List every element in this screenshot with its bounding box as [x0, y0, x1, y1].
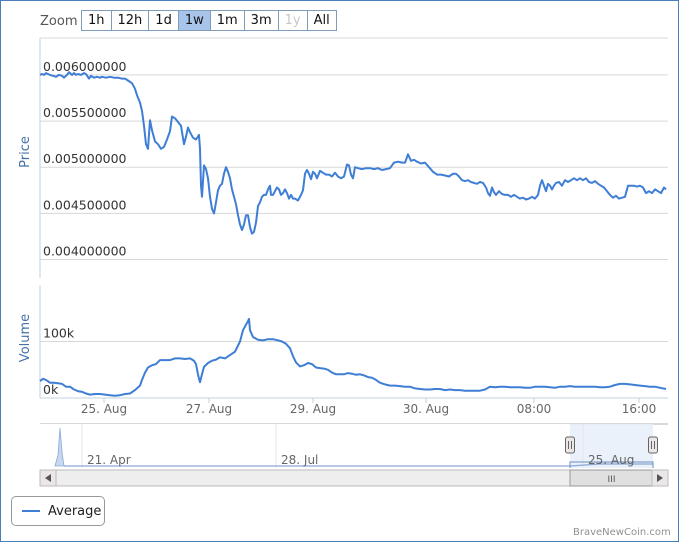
volume-tick-label-1: 100k: [43, 326, 75, 341]
navigator-unselected-area: [40, 424, 570, 468]
navigator-label-aug: 25. Aug: [588, 453, 634, 467]
zoom-all-button[interactable]: All: [306, 10, 337, 31]
zoom-12h-button[interactable]: 12h: [110, 10, 150, 31]
right-arrow-icon: [657, 474, 663, 482]
price-tick-label-3: 0.005500000: [43, 105, 127, 120]
legend-item-average[interactable]: Average: [11, 496, 105, 526]
volume-axis-labels: 0k 100k: [43, 326, 75, 398]
navigator-right-handle[interactable]: [648, 436, 658, 454]
zoom-1d-button[interactable]: 1d: [148, 10, 179, 31]
volume-series-line[interactable]: [39, 317, 667, 397]
zoom-1m-button[interactable]: 1m: [209, 10, 245, 31]
navigator-label-apr: 21. Apr: [87, 453, 131, 467]
zoom-button-group: 1h 12h 1d 1w 1m 3m 1y All: [81, 10, 337, 31]
price-axis-labels: 0.004000000 0.004500000 0.005000000 0.00550…: [43, 59, 127, 259]
zoom-1y-button: 1y: [277, 10, 308, 31]
zoom-1w-button[interactable]: 1w: [177, 10, 211, 31]
navigator-selected-area[interactable]: [570, 424, 653, 468]
x-axis-ticks: 25. Aug 27. Aug 29. Aug 30. Aug 08:00 16:00: [81, 398, 656, 416]
navigator-series-shape: [54, 427, 65, 467]
price-tick-label-0: 0.004000000: [43, 244, 127, 259]
volume-tick-label-0: 0k: [43, 382, 59, 397]
x-tick-label-5: 16:00: [622, 402, 657, 416]
legend-label: Average: [48, 503, 102, 519]
navigator-label-jul: 28. Jul: [281, 453, 318, 467]
price-axis-title: Price: [18, 136, 33, 168]
x-tick-label-0: 25. Aug: [81, 402, 127, 416]
x-tick-label-4: 08:00: [517, 402, 552, 416]
price-tick-label-1: 0.004500000: [43, 197, 127, 212]
navigator[interactable]: 21. Apr 28. Jul 25. Aug: [40, 423, 668, 468]
price-tick-label-4: 0.006000000: [43, 59, 127, 74]
price-gridlines: [40, 37, 668, 261]
x-tick-label-2: 29. Aug: [290, 402, 336, 416]
navigator-outline: [569, 461, 654, 468]
x-tick-label-1: 27. Aug: [186, 402, 232, 416]
volume-axis-title: Volume: [18, 314, 33, 362]
navigator-series-line: [64, 463, 653, 467]
zoom-3m-button[interactable]: 3m: [243, 10, 279, 31]
x-tick-label-3: 30. Aug: [403, 402, 449, 416]
legend-line-swatch: [22, 510, 40, 512]
scrollbar-thumb-grip: III: [608, 475, 616, 485]
scrollbar[interactable]: III: [39, 469, 669, 487]
price-series-line[interactable]: [39, 71, 667, 235]
left-arrow-icon: [45, 474, 51, 482]
price-tick-label-2: 0.005000000: [43, 151, 127, 166]
navigator-left-handle[interactable]: [565, 436, 575, 454]
zoom-label: Zoom: [40, 14, 78, 29]
credit-link[interactable]: BraveNewCoin.com: [573, 527, 671, 538]
